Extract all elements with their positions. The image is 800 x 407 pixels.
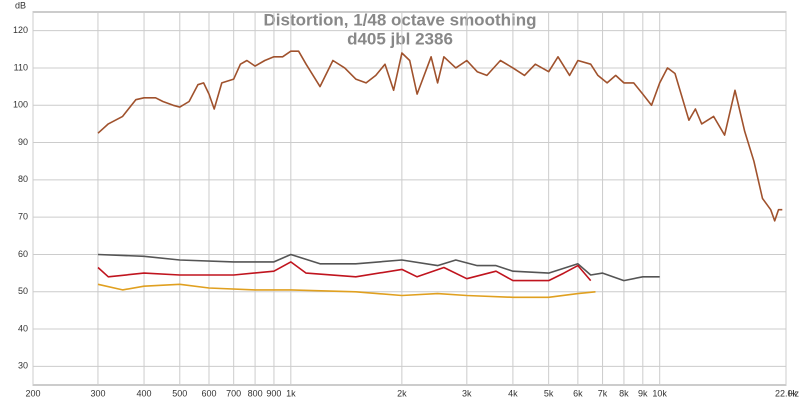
x-tick-label: 5k (544, 388, 554, 398)
x-tick-label: 800 (248, 388, 263, 398)
x-tick-label: 6k (573, 388, 583, 398)
y-tick-label: 70 (18, 212, 28, 222)
x-tick-label: 1k (286, 388, 296, 398)
x-tick-label: 2k (397, 388, 407, 398)
x-tick-label: 900 (266, 388, 281, 398)
chart-title: Distortion, 1/48 octave smoothing (264, 10, 537, 29)
series-line (97, 253, 660, 282)
x-tick-label: 10k (652, 388, 667, 398)
y-tick-label: 50 (18, 286, 28, 296)
chart-subtitle: d405 jbl 2386 (347, 29, 453, 48)
x-tick-label: 4k (508, 388, 518, 398)
x-tick-label: 3k (462, 388, 472, 398)
y-tick-label: 120 (13, 25, 28, 35)
y-tick-label: 100 (13, 100, 28, 110)
y-tick-label: 110 (14, 62, 28, 72)
x-axis-label: Hz (788, 388, 799, 398)
x-tick-label: 400 (137, 388, 152, 398)
series-line (97, 283, 596, 299)
x-tick-label: 600 (201, 388, 216, 398)
x-tick-label: 9k (638, 388, 648, 398)
y-tick-label: 60 (18, 249, 28, 259)
x-tick-label: 200 (25, 388, 40, 398)
y-tick-label: 40 (18, 323, 28, 333)
x-tick-label: 500 (172, 388, 187, 398)
y-tick-label: 30 (18, 361, 28, 371)
x-tick-label: 7k (598, 388, 608, 398)
plot-area (32, 11, 787, 386)
y-tick-label: 90 (18, 137, 28, 147)
x-tick-label: 300 (90, 388, 105, 398)
series-line (97, 50, 783, 222)
x-tick-label: 700 (226, 388, 241, 398)
x-tick-label: 8k (619, 388, 629, 398)
y-tick-label: 80 (18, 174, 28, 184)
series-line (97, 261, 592, 282)
y-axis-label: dB (15, 0, 26, 10)
x-tick-label: 22.0k (775, 388, 798, 398)
